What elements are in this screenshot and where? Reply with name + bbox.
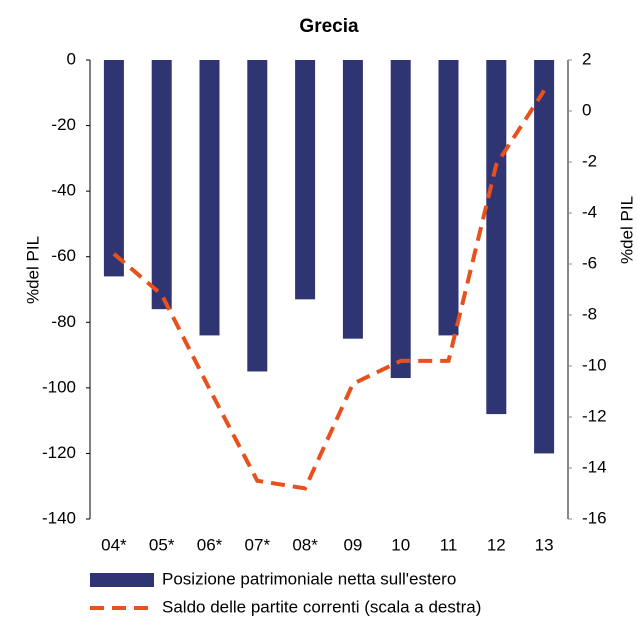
legend-swatch	[90, 573, 154, 587]
y-tick-label: 0	[67, 49, 76, 68]
y2-tick-label: -10	[582, 355, 607, 374]
x-tick-label: 10	[391, 535, 410, 554]
y2-tick-label: 2	[582, 49, 591, 68]
y-axis-label: %del PIL	[23, 236, 42, 304]
y2-tick-label: -2	[582, 151, 597, 170]
bar	[390, 60, 411, 379]
bar	[247, 60, 268, 372]
y2-tick-label: -12	[582, 406, 607, 425]
bar	[295, 60, 316, 300]
x-tick-label: 07*	[245, 535, 271, 554]
x-tick-label: 06*	[197, 535, 223, 554]
y2-tick-label: -8	[582, 304, 597, 323]
bar	[199, 60, 220, 336]
bar	[438, 60, 459, 336]
bar	[151, 60, 172, 310]
x-tick-label: 04*	[101, 535, 127, 554]
y2-tick-label: -14	[582, 457, 607, 476]
x-tick-label: 09	[343, 535, 362, 554]
y-tick-label: -100	[42, 377, 76, 396]
y-tick-label: -120	[42, 443, 76, 462]
x-tick-label: 11	[440, 535, 458, 554]
x-tick-label: 08*	[292, 535, 318, 554]
x-tick-label: 05*	[149, 535, 175, 554]
bar	[342, 60, 363, 339]
legend-label: Saldo delle partite correnti (scala a de…	[162, 597, 481, 616]
y-tick-label: -140	[42, 508, 76, 527]
legend-label: Posizione patrimoniale netta sull'estero	[162, 569, 456, 588]
y2-axis-label: %del PIL	[617, 196, 636, 264]
bar	[486, 60, 507, 415]
chart-title: Grecia	[299, 16, 359, 37]
line	[112, 89, 546, 491]
y2-tick-label: -6	[582, 253, 597, 272]
bar	[534, 60, 555, 454]
y2-tick-label: 0	[582, 100, 591, 119]
x-tick-label: 12	[487, 535, 506, 554]
y2-tick-label: -4	[582, 202, 597, 221]
y-tick-label: -20	[51, 115, 76, 134]
bar	[103, 60, 124, 277]
y-tick-label: -60	[51, 246, 76, 265]
x-tick-label: 13	[535, 535, 554, 554]
y-tick-label: -40	[51, 181, 76, 200]
y-tick-label: -80	[51, 312, 76, 331]
y2-tick-label: -16	[582, 508, 607, 527]
